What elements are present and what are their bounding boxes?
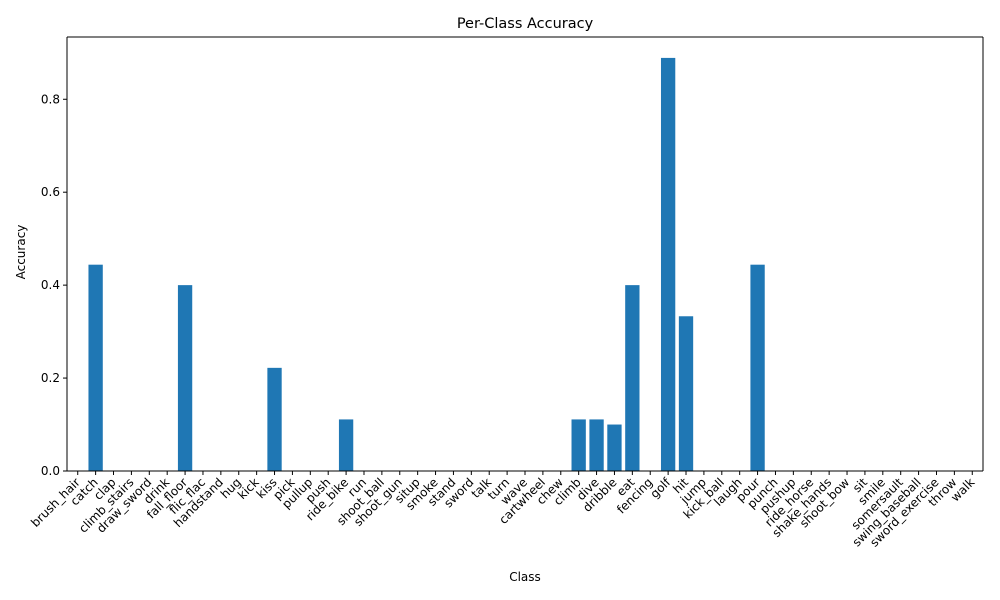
y-tick-label: 0.0 — [41, 464, 60, 478]
y-axis-label: Accuracy — [14, 225, 28, 280]
bar-eat — [625, 285, 640, 471]
bar-ride_bike — [338, 419, 354, 471]
x-axis-ticks: brush_haircatchclapclimb_stairsdraw_swor… — [28, 471, 977, 550]
bar-dive — [589, 419, 604, 471]
y-tick-label: 0.8 — [41, 92, 60, 106]
y-tick-label: 0.6 — [41, 185, 60, 199]
x-axis-label: Class — [509, 570, 541, 584]
bars-group — [88, 57, 765, 471]
x-tick-label: golf — [647, 475, 673, 501]
y-axis-ticks: 0.0 0.2 0.4 0.6 0.8 — [41, 92, 67, 478]
bar-fall_floor — [177, 285, 193, 471]
axes-frame — [66, 36, 984, 472]
bar-pour — [750, 264, 765, 471]
y-tick-label: 0.4 — [41, 278, 60, 292]
bar-dribble — [607, 424, 622, 471]
bar-golf — [660, 57, 676, 471]
bar-kiss — [267, 367, 282, 471]
bar-catch — [88, 264, 103, 471]
chart-title: Per-Class Accuracy — [457, 16, 594, 32]
y-tick-label: 0.2 — [41, 371, 60, 385]
bar-climb — [571, 419, 586, 471]
bar-hit — [678, 316, 694, 471]
